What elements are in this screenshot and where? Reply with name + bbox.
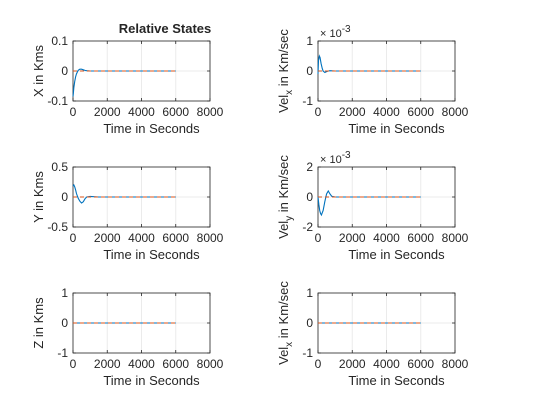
x-tick-label: 6000 (407, 105, 434, 119)
y-tick-label: 1 (306, 286, 313, 300)
x-axis-label: Time in Seconds (103, 121, 200, 136)
x-tick-label: 0 (70, 231, 77, 245)
x-axis-label: Time in Seconds (348, 373, 445, 388)
y-tick-label: 0 (306, 190, 313, 204)
x-axis-label: Time in Seconds (348, 247, 445, 262)
y-tick-label: -2 (302, 220, 313, 234)
x-tick-label: 0 (315, 357, 322, 371)
y-tick-label: 1 (306, 34, 313, 48)
y-axis-label: Velx in Km/sec (276, 281, 295, 365)
x-tick-label: 6000 (162, 357, 189, 371)
x-tick-label: 8000 (197, 357, 224, 371)
y-tick-label: 0.1 (51, 34, 68, 48)
x-tick-label: 2000 (339, 357, 366, 371)
y-tick-label: 0 (306, 64, 313, 78)
x-tick-label: 2000 (339, 231, 366, 245)
x-tick-label: 8000 (442, 105, 469, 119)
x-tick-label: 4000 (128, 105, 155, 119)
x-axis-label: Time in Seconds (348, 121, 445, 136)
y-axis-label: Vely in Km/sec (276, 155, 295, 239)
y-tick-label: -1 (302, 94, 313, 108)
y-tick-label: 0.5 (51, 160, 68, 174)
x-tick-label: 8000 (197, 231, 224, 245)
x-tick-label: 2000 (339, 105, 366, 119)
x-tick-label: 0 (315, 105, 322, 119)
x-tick-label: 0 (70, 105, 77, 119)
x-tick-label: 4000 (373, 231, 400, 245)
y-tick-label: 0 (61, 316, 68, 330)
y-axis-label: Z in Kms (31, 297, 46, 349)
x-axis-label: Time in Seconds (103, 247, 200, 262)
x-axis-label: Time in Seconds (103, 373, 200, 388)
y-tick-label: -1 (57, 346, 68, 360)
x-tick-label: 0 (70, 357, 77, 371)
y-tick-label: -0.1 (47, 94, 68, 108)
x-tick-label: 6000 (407, 231, 434, 245)
y-tick-label: 0 (306, 316, 313, 330)
x-tick-label: 8000 (442, 357, 469, 371)
y-tick-label: 0 (61, 190, 68, 204)
figure-title: Relative States (119, 21, 212, 36)
y-tick-label: 0 (61, 64, 68, 78)
y-axis-label: Velx in Km/sec (276, 29, 295, 113)
x-tick-label: 4000 (373, 105, 400, 119)
y-tick-label: 1 (61, 286, 68, 300)
x-tick-label: 0 (315, 231, 322, 245)
x-tick-label: 8000 (197, 105, 224, 119)
y-exponent-label: × 10-3 (320, 150, 351, 166)
x-tick-label: 2000 (94, 105, 121, 119)
y-tick-label: -1 (302, 346, 313, 360)
x-tick-label: 2000 (94, 357, 121, 371)
x-tick-label: 6000 (162, 231, 189, 245)
x-tick-label: 4000 (373, 357, 400, 371)
y-tick-label: 2 (306, 160, 313, 174)
y-axis-label: X in Kms (31, 44, 46, 97)
x-tick-label: 6000 (407, 357, 434, 371)
x-tick-label: 6000 (162, 105, 189, 119)
x-tick-label: 2000 (94, 231, 121, 245)
y-exponent-label: × 10-3 (320, 24, 351, 40)
y-tick-label: -0.5 (47, 220, 68, 234)
x-tick-label: 8000 (442, 231, 469, 245)
x-tick-label: 4000 (128, 357, 155, 371)
y-axis-label: Y in Kms (31, 171, 46, 223)
x-tick-label: 4000 (128, 231, 155, 245)
